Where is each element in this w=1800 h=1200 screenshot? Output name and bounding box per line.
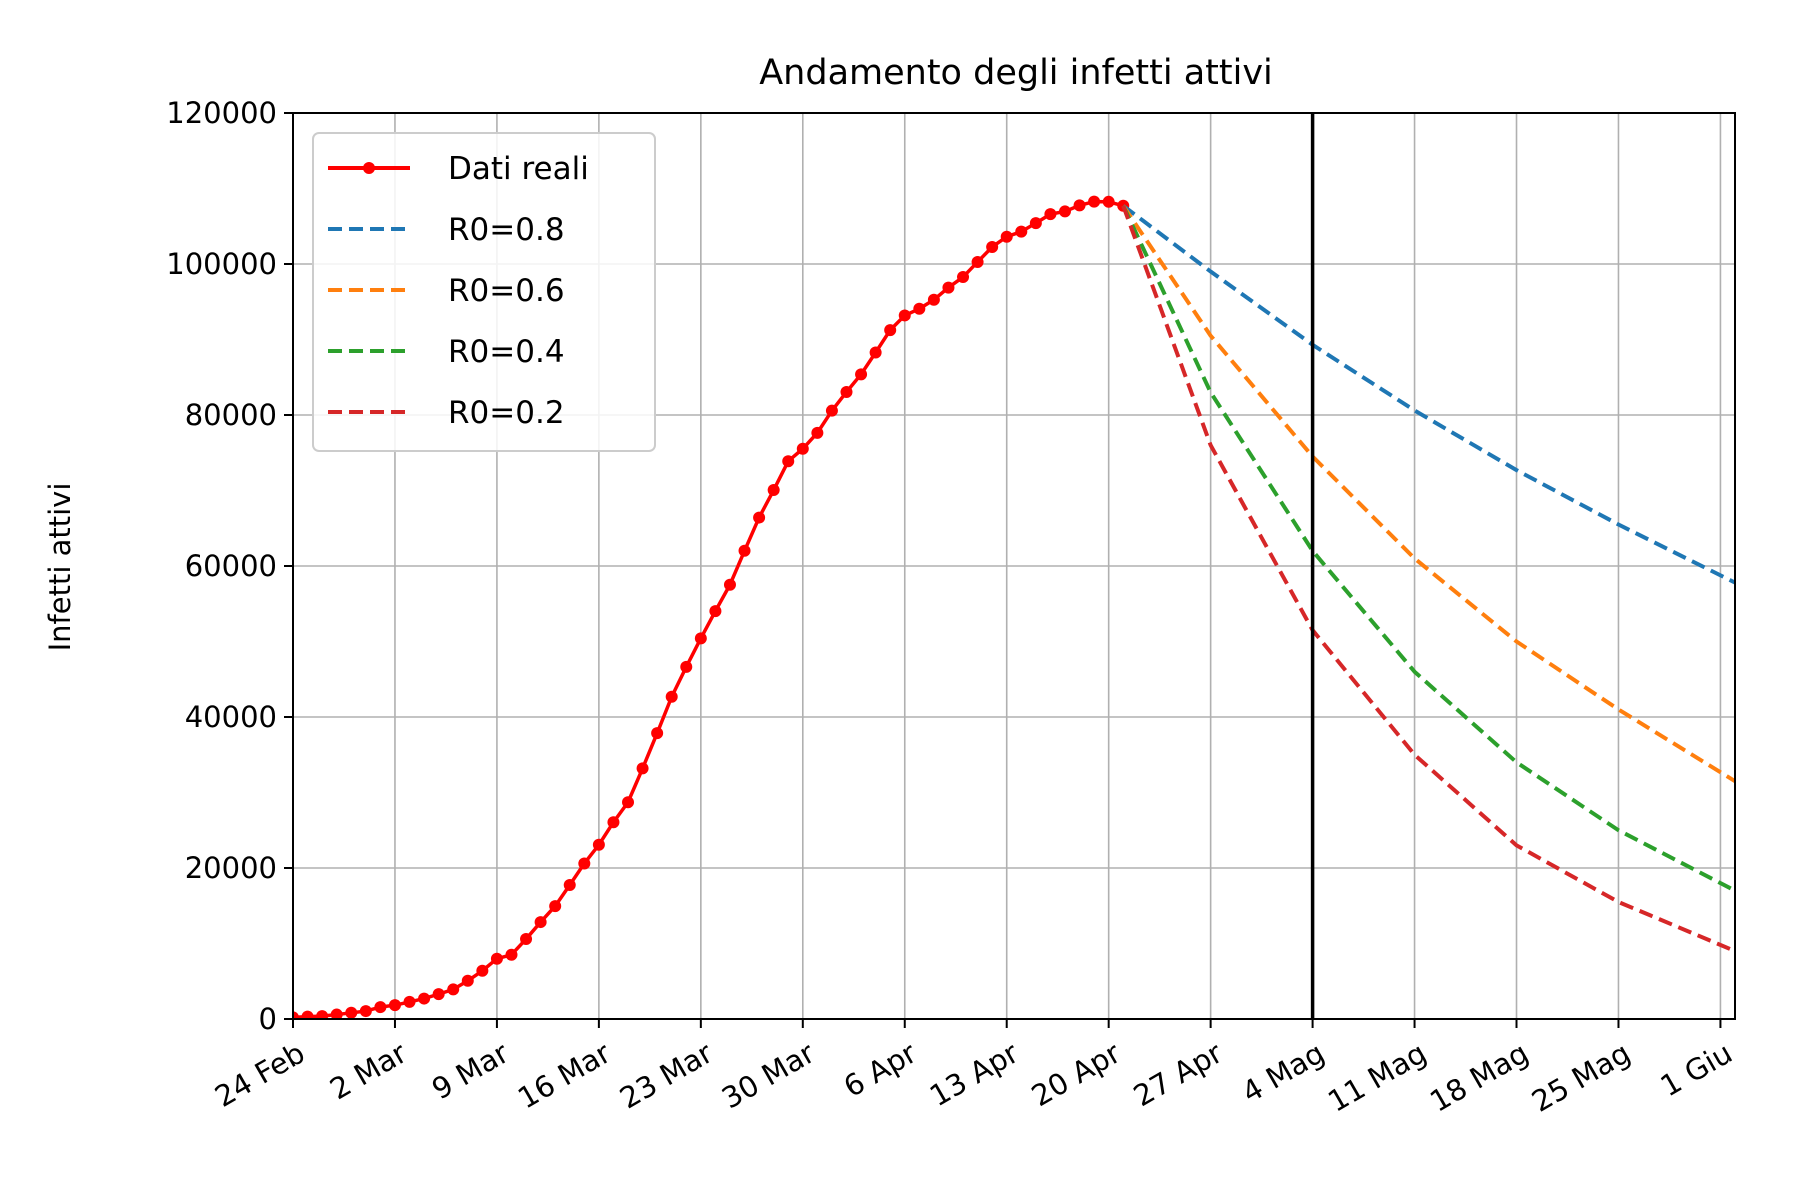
- data-point: [723, 578, 736, 591]
- data-point: [418, 992, 431, 1005]
- data-point: [534, 916, 547, 929]
- data-point: [1015, 225, 1028, 238]
- series-line: [1121, 204, 1735, 783]
- y-tick-label: 60000: [185, 549, 277, 583]
- data-point: [592, 838, 605, 851]
- data-point: [490, 952, 503, 965]
- series-line: [293, 199, 1124, 1019]
- data-point: [898, 309, 911, 322]
- data-point: [957, 271, 970, 284]
- legend-label: Dati reali: [448, 151, 589, 187]
- data-point: [680, 660, 693, 673]
- data-point: [301, 1010, 314, 1019]
- data-point: [694, 632, 707, 645]
- data-point: [403, 995, 416, 1008]
- data-point: [505, 948, 518, 961]
- data-point: [447, 983, 460, 996]
- data-point: [578, 857, 591, 870]
- data-point: [461, 974, 474, 987]
- data-point: [651, 727, 664, 740]
- legend: Dati reali R0=0.8 R0=0.6 R0=0.4 R0=0.2: [312, 132, 656, 452]
- data-point: [330, 1008, 343, 1019]
- legend-label: R0=0.6: [448, 273, 565, 309]
- data-point: [607, 816, 620, 829]
- data-point: [942, 281, 955, 294]
- data-point: [359, 1005, 372, 1018]
- data-point: [971, 255, 984, 268]
- series-line: [1122, 204, 1735, 585]
- series-layer: [293, 113, 1735, 1019]
- legend-label: R0=0.2: [448, 395, 565, 431]
- data-point: [476, 964, 489, 977]
- data-point: [520, 933, 533, 946]
- data-point: [913, 302, 926, 315]
- y-tick-label: 120000: [166, 96, 277, 130]
- y-axis-label: Infetti attivi: [43, 483, 77, 652]
- data-point: [345, 1006, 358, 1019]
- y-tick-label: 0: [259, 1002, 277, 1036]
- data-point: [432, 988, 445, 1001]
- data-point: [1029, 217, 1042, 230]
- data-point: [986, 240, 999, 253]
- data-point: [549, 900, 562, 913]
- data-point: [796, 442, 809, 455]
- legend-box: [312, 132, 656, 452]
- series-line: [1121, 204, 1735, 893]
- data-point: [753, 511, 766, 524]
- y-tick-label: 40000: [185, 700, 277, 734]
- data-point: [738, 544, 751, 557]
- legend-label: R0=0.8: [448, 212, 565, 248]
- legend-marker: [363, 162, 375, 174]
- data-point: [1073, 199, 1086, 212]
- data-point: [869, 346, 882, 359]
- chart-title: Andamento degli infetti attivi: [759, 53, 1273, 93]
- data-point: [840, 385, 853, 398]
- data-point: [884, 324, 897, 337]
- data-point: [825, 404, 838, 417]
- data-point: [927, 293, 940, 306]
- data-point: [563, 878, 576, 891]
- y-tick-label: 80000: [185, 398, 277, 432]
- data-point: [636, 762, 649, 775]
- data-point: [767, 484, 780, 497]
- data-point: [709, 605, 722, 618]
- data-point: [811, 426, 824, 439]
- data-point: [316, 1010, 329, 1019]
- legend-label: R0=0.4: [448, 334, 565, 370]
- series-line: [1121, 205, 1735, 953]
- data-point: [1000, 230, 1013, 243]
- data-point: [665, 690, 678, 703]
- data-point: [388, 999, 401, 1012]
- data-point: [1102, 195, 1115, 208]
- y-tick-label: 100000: [166, 247, 277, 281]
- data-point: [855, 368, 868, 381]
- data-point: [293, 1011, 299, 1019]
- data-point: [374, 1001, 387, 1014]
- y-tick-label: 20000: [185, 851, 277, 885]
- data-point: [622, 796, 635, 809]
- data-point: [1058, 205, 1071, 218]
- data-point: [1044, 208, 1057, 221]
- data-point: [782, 455, 795, 468]
- data-point: [1088, 195, 1101, 208]
